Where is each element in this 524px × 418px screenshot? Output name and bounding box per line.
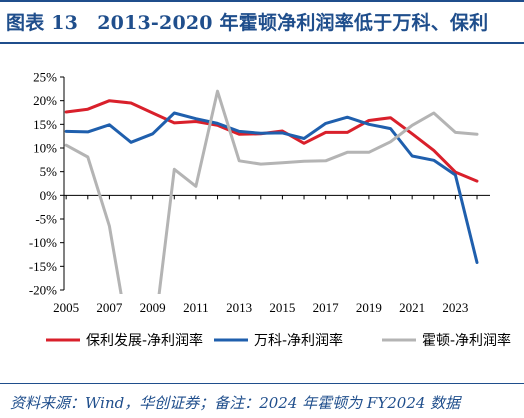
x-tick-label: 2005 [53, 300, 79, 315]
source-note: 资料来源：Wind，华创证券；备注：2024 年霍顿为 FY2024 数据 [10, 394, 461, 412]
y-tick-label: -10% [29, 235, 57, 250]
series-line-2 [64, 111, 479, 264]
chart-axes: -20% -15% -10% -5% 0% 5% 10% 15% 20% 25% 2005 2007 2… [29, 70, 490, 315]
legend-label: 霍顿-净利润率 [422, 332, 511, 349]
y-tick-label: -20% [29, 283, 57, 298]
x-tick-label: 2023 [442, 300, 468, 315]
y-tick-label: 25% [33, 70, 57, 85]
y-tick-label: 10% [33, 141, 57, 156]
x-tick-label: 2007 [96, 300, 123, 315]
legend-label: 保利发展-净利润率 [86, 332, 203, 349]
chart-title: 图表 13 2013-2020 年霍顿净利润率低于万科、保利 [6, 12, 489, 34]
y-tick-label: 5% [40, 164, 58, 179]
y-tick-label: 20% [33, 93, 57, 108]
title-bar: 图表 13 2013-2020 年霍顿净利润率低于万科、保利 [0, 0, 524, 44]
x-tick-label: 2019 [356, 300, 382, 315]
y-tick-label: -15% [29, 259, 57, 274]
x-tick-label: 2021 [399, 300, 425, 315]
x-tick-label: 2009 [140, 300, 166, 315]
x-tick-label: 2011 [183, 300, 209, 315]
series-layer [64, 89, 479, 294]
x-tick-label: 2015 [269, 300, 295, 315]
y-tick-label: 0% [40, 188, 58, 203]
line-chart: -20% -15% -10% -5% 0% 5% 10% 15% 20% 25% 2005 2007 2… [29, 70, 511, 350]
legend-label: 万科-净利润率 [254, 332, 343, 349]
x-tick-label: 2013 [226, 300, 252, 315]
title-rule [0, 42, 524, 44]
y-tick-label: -5% [35, 212, 57, 227]
source-rule [0, 383, 524, 384]
x-tick-label: 2017 [313, 300, 340, 315]
y-tick-label: 15% [33, 117, 57, 132]
series-line-3 [64, 89, 479, 294]
chart-legend: 保利发展-净利润率 万科-净利润率 霍顿-净利润率 [46, 332, 511, 349]
